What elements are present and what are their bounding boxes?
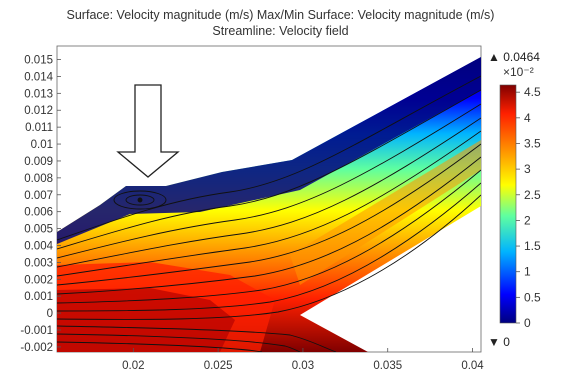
colorbar-tick-label: 2.5 (524, 188, 541, 202)
recirculation-eddy (113, 190, 167, 210)
streamline (57, 130, 481, 277)
y-tick-label: 0.003 (24, 257, 53, 269)
x-axis: 0.02 0.025 0.03 0.035 0.04 (122, 348, 484, 372)
colorbar-tick-label: 1.5 (524, 239, 541, 253)
colorbar-axis: 4.5 4 3.5 3 2.5 2 1.5 1 0.5 0 (516, 85, 541, 330)
y-tick-label: 0.001 (24, 291, 53, 303)
y-tick-label: 0.005 (24, 224, 53, 236)
streamline (57, 169, 481, 304)
colorbar (499, 84, 517, 324)
y-tick-label: -0.001 (20, 325, 53, 337)
colorbar-tick-label: 1 (524, 265, 531, 279)
streamline (57, 333, 301, 352)
y-tick-label: -0.002 (20, 342, 53, 354)
y-tick-label: 0.012 (24, 105, 53, 117)
chart-title-line1: Surface: Velocity magnitude (m/s) Max/Mi… (66, 8, 495, 22)
y-tick-label: 0.015 (24, 55, 53, 67)
x-tick-label: 0.035 (373, 360, 402, 372)
colorbar-tick-label: 3.5 (524, 136, 541, 150)
streamline (57, 194, 481, 320)
x-tick-label: 0.04 (461, 360, 484, 372)
colorbar-tick-label: 4 (524, 111, 531, 125)
chart-title-line2: Streamline: Velocity field (212, 24, 349, 38)
y-tick-label: 0.004 (24, 240, 53, 252)
branch-core (290, 140, 481, 285)
y-tick-label: 0.014 (24, 71, 53, 83)
y-tick-label: 0.002 (24, 274, 53, 286)
y-tick-label: 0.008 (24, 173, 53, 185)
streamline (57, 341, 263, 352)
streamline (57, 156, 481, 295)
colorbar-tick-label: 0 (524, 316, 531, 330)
colorbar-tick-label: 2 (524, 213, 531, 227)
x-tick-label: 0.03 (292, 360, 314, 372)
x-tick-label: 0.025 (204, 360, 233, 372)
colorbar-tick-label: 3 (524, 162, 531, 176)
colorbar-scale-label: ×10⁻² (503, 65, 534, 79)
y-tick-label: 0.011 (25, 122, 53, 134)
y-tick-label: 0.01 (31, 139, 53, 151)
eddy-center (137, 197, 143, 203)
y-tick-label: 0.007 (24, 190, 53, 202)
streamline (57, 143, 481, 286)
streamline (57, 117, 481, 268)
colorbar-tick-label: 4.5 (524, 85, 541, 99)
colorbar-tick-label: 0.5 (524, 290, 541, 304)
min-value-label: ▼ 0 (488, 335, 510, 349)
streamline (57, 182, 481, 312)
low-velocity-region (57, 57, 481, 244)
y-tick-label: 0.009 (24, 156, 53, 168)
down-arrow-icon (116, 84, 180, 178)
y-tick-label: 0.006 (24, 207, 53, 219)
streamline (57, 75, 481, 241)
y-axis: 0.015 0.014 0.013 0.012 0.011 0.01 0.009 0.008 0… (20, 55, 61, 354)
streamlines (57, 75, 481, 352)
streamline (57, 325, 337, 352)
max-value-label: ▲ 0.0464 (488, 50, 540, 64)
y-tick-label: 0.013 (24, 88, 53, 100)
peak-velocity-core (57, 288, 235, 352)
x-tick-label: 0.02 (122, 360, 144, 372)
streamline (57, 89, 481, 250)
y-tick-label: 0 (47, 308, 53, 320)
streamline (57, 103, 481, 259)
recirculation-eddy (125, 194, 155, 206)
